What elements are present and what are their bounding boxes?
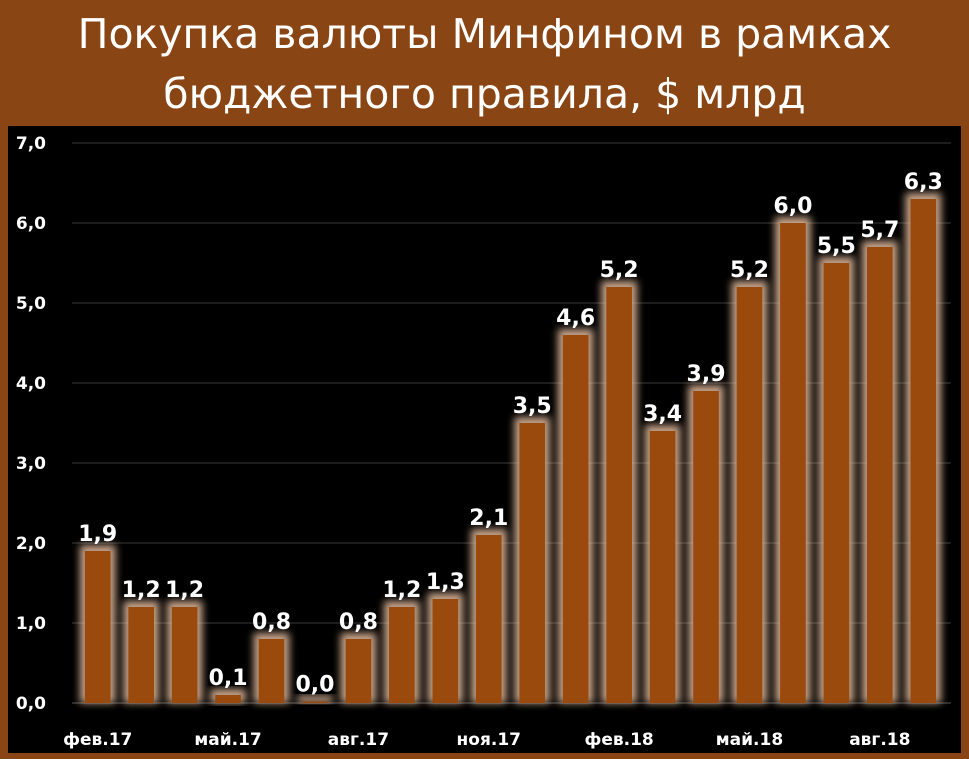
data-label: 6,0 — [773, 194, 812, 219]
data-label: 3,9 — [687, 362, 726, 387]
bar — [693, 391, 719, 703]
bar — [171, 607, 198, 703]
bar — [128, 607, 154, 703]
bar — [649, 431, 676, 703]
x-tick-label: авг.17 — [328, 730, 389, 750]
chart-title-line-1: Покупка валюты Минфином в рамках — [77, 10, 892, 58]
bar — [606, 287, 632, 703]
data-label: 0,8 — [339, 610, 378, 635]
x-tick-label: авг.18 — [849, 730, 910, 750]
bar — [84, 551, 111, 703]
chart-title: Покупка валюты Минфином в рамках бюджетн… — [0, 4, 969, 124]
bar — [389, 607, 415, 703]
data-label: 6,3 — [904, 170, 943, 195]
bar — [345, 639, 372, 703]
x-tick-label: май.18 — [716, 730, 783, 750]
data-label: 3,4 — [643, 402, 682, 427]
bar-glow — [297, 695, 333, 703]
y-tick-label: 1,0 — [16, 614, 46, 634]
data-label: 2,1 — [469, 506, 508, 531]
y-tick-label: 7,0 — [16, 134, 46, 154]
y-axis-ticks: 0,0 1,0 2,0 3,0 4,0 5,0 6,0 7,0 — [16, 134, 46, 714]
data-label: 5,7 — [860, 218, 899, 243]
x-tick-label: май.17 — [194, 730, 261, 750]
y-tick-label: 3,0 — [16, 454, 46, 474]
data-label: 1,9 — [78, 522, 117, 547]
x-tick-label: ноя.17 — [457, 730, 521, 750]
bar-glows — [79, 193, 942, 703]
y-tick-label: 0,0 — [16, 694, 46, 714]
x-axis-ticks: фев.17 май.17 авг.17 ноя.17 фев.18 май.18 авг.… — [63, 730, 910, 750]
bar — [823, 263, 850, 703]
bar — [302, 701, 328, 703]
bars — [84, 199, 937, 703]
bar — [475, 535, 502, 703]
y-tick-label: 5,0 — [16, 294, 46, 314]
data-label: 5,2 — [600, 258, 639, 283]
data-label: 5,2 — [730, 258, 769, 283]
data-label: 0,1 — [209, 666, 248, 691]
bar — [910, 199, 937, 703]
data-label: 1,2 — [382, 578, 421, 603]
x-tick-label: фев.18 — [584, 730, 653, 750]
bar — [258, 639, 285, 703]
bar — [519, 423, 546, 703]
bar — [736, 287, 763, 703]
bar — [780, 223, 806, 703]
bar — [215, 695, 241, 703]
data-label: 5,5 — [817, 234, 856, 259]
data-label: 0,0 — [295, 673, 334, 698]
bar — [562, 335, 589, 703]
bar — [432, 599, 459, 703]
data-label: 1,3 — [426, 570, 465, 595]
y-tick-label: 2,0 — [16, 534, 46, 554]
y-tick-label: 6,0 — [16, 214, 46, 234]
data-labels: 1,91,2 1,20,10,80,00,81,2 1,32,13,54,65,23… — [78, 170, 943, 698]
data-label: 1,2 — [122, 578, 161, 603]
data-label: 4,6 — [556, 306, 595, 331]
data-label: 1,2 — [165, 578, 204, 603]
data-label: 0,8 — [252, 610, 291, 635]
bar — [867, 247, 893, 703]
x-tick-label: фев.17 — [63, 730, 132, 750]
y-tick-label: 4,0 — [16, 374, 46, 394]
data-label: 3,5 — [513, 394, 552, 419]
chart-title-line-2: бюджетного правила, $ млрд — [163, 70, 806, 118]
